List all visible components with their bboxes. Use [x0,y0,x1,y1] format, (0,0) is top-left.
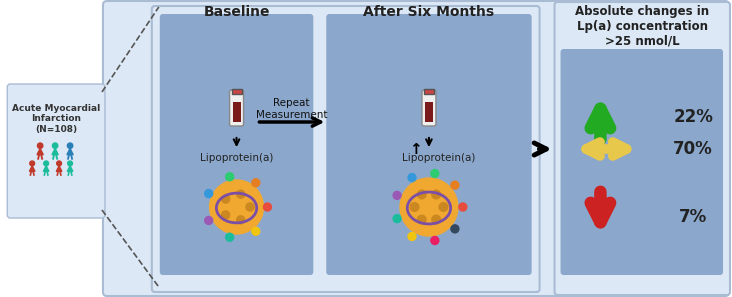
Circle shape [53,143,58,148]
Circle shape [393,191,401,199]
Circle shape [417,190,426,199]
Circle shape [459,203,467,211]
Text: Repeat
Measurement: Repeat Measurement [255,98,327,120]
Polygon shape [29,166,35,171]
FancyBboxPatch shape [326,14,531,275]
FancyBboxPatch shape [561,49,723,275]
FancyBboxPatch shape [103,1,729,296]
Circle shape [44,161,48,166]
Circle shape [410,203,419,211]
Circle shape [400,178,458,236]
Text: 70%: 70% [673,140,713,158]
Circle shape [246,203,254,211]
FancyBboxPatch shape [7,84,105,218]
FancyBboxPatch shape [160,14,313,275]
Circle shape [408,233,416,241]
Polygon shape [43,166,49,171]
Circle shape [451,181,459,189]
Circle shape [222,195,230,203]
Circle shape [67,143,72,148]
Circle shape [439,203,448,211]
Bar [231,89,242,94]
Polygon shape [67,166,73,171]
FancyBboxPatch shape [152,6,539,292]
Circle shape [56,161,61,166]
Text: Lipoprotein(a): Lipoprotein(a) [402,153,476,163]
Bar [233,102,241,122]
Polygon shape [52,148,59,155]
Bar [425,102,433,122]
Circle shape [205,217,213,225]
Circle shape [67,161,72,166]
Circle shape [225,173,234,181]
Bar [424,89,434,94]
FancyBboxPatch shape [555,2,730,295]
Text: Baseline: Baseline [203,5,270,19]
Polygon shape [56,166,62,171]
Circle shape [205,189,213,198]
Circle shape [432,190,441,199]
Circle shape [393,215,401,223]
Text: 7%: 7% [679,208,707,226]
Text: After Six Months: After Six Months [363,5,495,19]
Circle shape [431,170,438,178]
Polygon shape [67,148,73,155]
FancyBboxPatch shape [230,90,244,126]
Circle shape [236,190,244,198]
Circle shape [225,233,234,241]
Circle shape [236,216,244,224]
Circle shape [264,203,272,211]
Circle shape [209,180,264,234]
Circle shape [451,225,459,233]
Circle shape [222,211,230,219]
Circle shape [431,236,438,244]
Circle shape [252,179,260,187]
Text: Acute Myocardial
Infarction
(N=108): Acute Myocardial Infarction (N=108) [12,104,100,134]
Text: Lipoprotein(a): Lipoprotein(a) [200,153,273,163]
Circle shape [432,215,441,224]
Polygon shape [37,148,43,155]
FancyBboxPatch shape [422,90,436,126]
Text: ↑: ↑ [408,141,422,157]
Circle shape [252,227,260,235]
Circle shape [417,215,426,224]
Circle shape [37,143,43,148]
Circle shape [408,173,416,181]
Circle shape [30,161,34,166]
Text: Absolute changes in
Lp(a) concentration
>25 nmol/L: Absolute changes in Lp(a) concentration … [575,5,709,48]
Text: 22%: 22% [673,108,713,126]
